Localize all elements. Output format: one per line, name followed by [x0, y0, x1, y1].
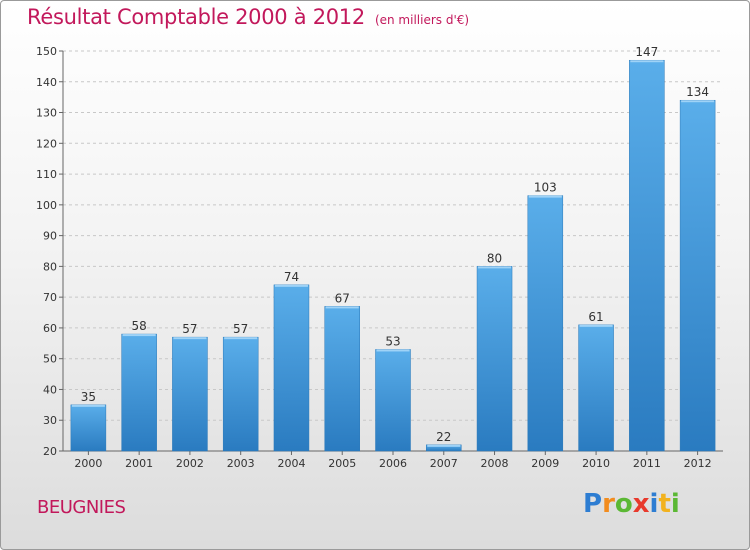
value-label: 22: [436, 430, 451, 444]
logo-letter: t: [658, 489, 671, 519]
bars: [70, 59, 716, 452]
y-tick-label: 40: [43, 383, 57, 396]
bar-highlight: [173, 337, 207, 340]
bar-2003: [222, 336, 259, 452]
bar-highlight: [478, 266, 512, 269]
logo-letter: i: [649, 489, 659, 519]
bar-highlight: [427, 444, 461, 447]
value-label: 147: [635, 45, 658, 59]
value-label: 53: [385, 334, 400, 348]
value-label: 103: [534, 181, 557, 195]
x-tick-label: 2008: [481, 457, 509, 470]
bar-2011: [629, 59, 665, 452]
x-tick-label: 2012: [684, 457, 712, 470]
bar-highlight: [579, 324, 613, 327]
proxiti-logo: Proxiti: [583, 489, 680, 519]
bar-2006: [375, 349, 411, 452]
x-tick-label: 2005: [328, 457, 356, 470]
x-tick-label: 2011: [633, 457, 661, 470]
y-tick-label: 150: [36, 45, 57, 58]
logo-letter: i: [670, 489, 680, 519]
y-tick-label: 90: [43, 230, 57, 243]
chart-header: Résultat Comptable 2000 à 2012 (en millie…: [27, 5, 469, 29]
chart-subtitle: (en milliers d'€): [374, 13, 470, 27]
value-label: 67: [335, 291, 350, 305]
value-label: 134: [686, 85, 709, 99]
y-tick-label: 130: [36, 107, 57, 120]
bar-2002: [172, 336, 208, 452]
bar-2005: [324, 306, 360, 452]
y-tick-label: 60: [43, 322, 57, 335]
bar-2009: [527, 195, 564, 452]
value-label: 74: [284, 270, 299, 284]
logo-letter: P: [583, 489, 603, 519]
y-tick-label: 70: [43, 291, 57, 304]
x-tick-label: 2002: [176, 457, 204, 470]
x-tick-label: 2006: [379, 457, 407, 470]
bar-highlight: [274, 284, 308, 287]
y-tick-label: 100: [36, 199, 57, 212]
bar-2000: [70, 404, 107, 452]
x-tick-label: 2004: [277, 457, 305, 470]
x-tick-label: 2007: [430, 457, 458, 470]
value-label: 35: [81, 390, 96, 404]
value-label: 57: [233, 322, 248, 336]
labels: 20 30 40 50 60 70 80 90 100 110 120 130 140 150 35 2000…: [36, 45, 712, 470]
value-label: 80: [487, 251, 502, 265]
x-tick-label: 2009: [531, 457, 559, 470]
bar-2010: [578, 324, 614, 452]
logo-letter: r: [602, 489, 615, 519]
bar-highlight: [325, 306, 359, 309]
logo-letter: x: [632, 489, 650, 519]
y-tick-label: 140: [36, 76, 57, 89]
y-tick-label: 120: [36, 137, 57, 150]
y-tick-label: 30: [43, 414, 57, 427]
value-label: 58: [132, 319, 147, 333]
bar-2008: [476, 266, 513, 452]
x-tick-label: 2000: [74, 457, 102, 470]
chart-title: Résultat Comptable 2000 à 2012: [27, 5, 365, 29]
bar-highlight: [528, 195, 562, 198]
x-tick-label: 2010: [582, 457, 610, 470]
bar-highlight: [681, 100, 715, 103]
bar-highlight: [376, 349, 410, 352]
bar-2001: [121, 333, 157, 452]
y-tick-label: 20: [43, 445, 57, 458]
bar-highlight: [630, 60, 664, 63]
logo-letter: o: [614, 489, 633, 519]
x-tick-label: 2001: [125, 457, 153, 470]
y-tick-label: 50: [43, 353, 57, 366]
bar-2004: [273, 284, 310, 452]
y-tick-label: 80: [43, 260, 57, 273]
x-tick-label: 2003: [227, 457, 255, 470]
bar-highlight: [71, 404, 105, 407]
y-tick-label: 110: [36, 168, 57, 181]
value-label: 57: [182, 322, 197, 336]
bar-highlight: [122, 334, 156, 337]
bar-2012: [679, 99, 716, 452]
bar-highlight: [224, 337, 258, 340]
commune-name: BEUGNIES: [37, 497, 126, 518]
value-label: 61: [588, 310, 603, 324]
